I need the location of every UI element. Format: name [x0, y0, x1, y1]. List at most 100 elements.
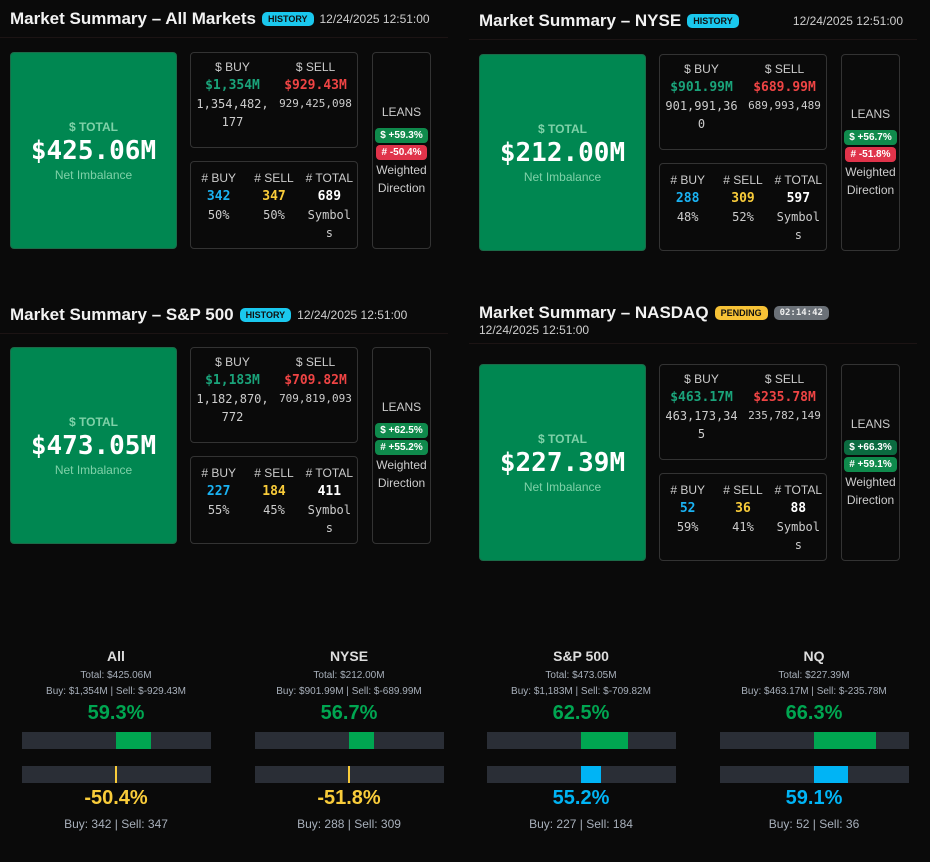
status-badge[interactable]: PENDING — [714, 305, 768, 320]
count-lean-bar — [719, 766, 909, 783]
count-card: # BUY 288 48% # SELL 309 52% # TOTAL 597… — [659, 163, 827, 251]
summary-buy: Buy: $901.99M — [276, 686, 344, 697]
count-sell-value: 309 — [731, 191, 755, 206]
count-card: # BUY 342 50% # SELL 347 50% # TOTAL 689… — [190, 161, 358, 249]
count-sell-pct: 45% — [263, 503, 285, 517]
summary-name: All — [107, 648, 125, 664]
dollar-buy-sell-card: $ BUY $901.99M 901,991,360 $ SELL $689.9… — [659, 54, 827, 150]
dollar-lean-badge: $ +59.3% — [375, 127, 428, 143]
count-total-value: 411 — [317, 484, 342, 499]
dollar-percent: 56.7% — [320, 702, 378, 724]
timestamp: 12/24/2025 12:51:00 — [479, 322, 590, 337]
count-sell-label: # SELL — [254, 171, 294, 185]
dollar-percent: 59.3% — [87, 702, 145, 724]
leans-card: LEANS $ +56.7% # -51.8% Weighted Directi… — [841, 54, 900, 251]
summary-buy: Buy: $1,354M — [46, 686, 108, 697]
dollar-lean-bar — [486, 732, 676, 749]
status-badge[interactable]: HISTORY — [687, 13, 739, 28]
buy-label: $ BUY — [215, 355, 250, 369]
count-buy-label: # BUY — [670, 173, 705, 187]
count-buy-value: 342 — [206, 189, 231, 204]
count-lean-badge: # -51.8% — [845, 146, 896, 162]
dollar-buy-sell-card: $ BUY $1,183M 1,182,870,772 $ SELL $709.… — [190, 347, 358, 443]
net-imbalance-label: Net Imbalance — [523, 169, 602, 184]
dollar-lean-bar — [719, 732, 909, 749]
buy-full-value: 1,182,870,772 — [196, 392, 269, 424]
sell-label: $ SELL — [295, 355, 336, 369]
summary-sell: Sell: $-929.43M — [115, 686, 186, 697]
buy-value: $463.17M — [670, 390, 733, 405]
summary-total: Total: $212.00M — [313, 670, 385, 681]
sell-value: $689.99M — [753, 80, 816, 95]
panel-header: Market Summary – NYSE HISTORY 12/24/2025… — [469, 2, 917, 40]
leans-card: LEANS $ +66.3% # +59.1% Weighted Directi… — [841, 364, 900, 561]
count-buy-label: # BUY — [201, 466, 236, 480]
summary-total: Total: $227.39M — [778, 670, 850, 681]
count-sell-value: 36 — [735, 501, 751, 516]
dollar-lean-badge: $ +56.7% — [844, 129, 897, 145]
total-label: $ TOTAL — [69, 119, 118, 134]
buy-label: $ BUY — [684, 372, 719, 386]
weighted-direction-label: Weighted Direction — [376, 457, 427, 490]
market-summary-panel: Market Summary – NYSE HISTORY 12/24/2025… — [469, 2, 917, 251]
summary-count-sell: Sell: 36 — [819, 817, 860, 831]
sell-full-value: 929,425,098 — [279, 97, 352, 110]
summary-column-all: All Total: $425.06M Buy: $1,354M | Sell:… — [0, 648, 232, 832]
summary-column-nq: NQ Total: $227.39M Buy: $463.17M | Sell:… — [698, 648, 930, 832]
buy-full-value: 901,991,360 — [665, 99, 738, 131]
leans-label: LEANS — [381, 399, 422, 414]
count-lean-bar — [486, 766, 676, 783]
leans-label: LEANS — [850, 106, 891, 121]
status-badge[interactable]: HISTORY — [261, 11, 314, 26]
count-lean-badge: # +55.2% — [375, 439, 428, 455]
dollar-lean-bar-fill — [349, 732, 375, 749]
summary-name: S&P 500 — [553, 648, 609, 664]
count-percent: -50.4% — [84, 787, 148, 809]
count-lean-bar — [254, 766, 444, 783]
panel-header: Market Summary – S&P 500 HISTORY 12/24/2… — [0, 296, 448, 334]
summary-count-buy: Buy: 342 — [64, 817, 112, 831]
count-buy-label: # BUY — [670, 483, 705, 497]
buy-value: $1,354M — [205, 78, 260, 93]
buy-value: $1,183M — [205, 373, 260, 388]
count-buy-pct: 59% — [676, 520, 699, 534]
total-label: $ TOTAL — [69, 414, 118, 429]
summary-sell: Sell: $-689.99M — [351, 686, 422, 697]
count-lean-badge: # +59.1% — [844, 456, 897, 472]
dollar-lean-bar — [21, 732, 211, 749]
symbols-label: Symbols — [776, 210, 820, 242]
status-badge[interactable]: HISTORY — [239, 307, 292, 322]
count-sell-pct: 52% — [732, 210, 754, 224]
count-buy-label: # BUY — [201, 171, 236, 185]
count-buy-pct: 55% — [207, 503, 230, 517]
sell-full-value: 709,819,093 — [279, 392, 352, 405]
buy-label: $ BUY — [684, 62, 719, 76]
count-total-value: 689 — [317, 189, 342, 204]
weighted-direction-label: Weighted Direction — [845, 474, 896, 507]
symbols-label: Symbols — [776, 520, 820, 552]
summary-buy: Buy: $463.17M — [741, 686, 809, 697]
summary-count-buy: Buy: 227 — [529, 817, 577, 831]
dollar-lean-bar — [254, 732, 444, 749]
market-summary-panel: Market Summary – All Markets HISTORY 12/… — [0, 0, 448, 249]
count-sell-pct: 50% — [263, 208, 285, 222]
buy-full-value: 1,354,482,177 — [196, 97, 269, 129]
summary-count-sell: Sell: 309 — [354, 817, 401, 831]
count-sell-value: 347 — [262, 189, 286, 204]
summary-column-nyse: NYSE Total: $212.00M Buy: $901.99M | Sel… — [233, 648, 465, 832]
count-total-label: # TOTAL — [774, 173, 822, 187]
summary-buy: Buy: $1,183M — [511, 686, 573, 697]
count-lean-bar-fill — [115, 766, 117, 783]
count-card: # BUY 227 55% # SELL 184 45% # TOTAL 411… — [190, 456, 358, 544]
count-sell-label: # SELL — [723, 173, 763, 187]
leans-label: LEANS — [381, 104, 422, 119]
symbols-label: Symbols — [307, 503, 351, 535]
summary-name: NQ — [803, 648, 825, 664]
sell-label: $ SELL — [295, 60, 336, 74]
dollar-lean-bar-fill — [116, 732, 152, 749]
dollar-buy-sell-card: $ BUY $1,354M 1,354,482,177 $ SELL $929.… — [190, 52, 358, 148]
dollar-percent: 66.3% — [785, 702, 843, 724]
symbols-label: Symbols — [307, 208, 351, 240]
sell-label: $ SELL — [764, 372, 805, 386]
buy-label: $ BUY — [215, 60, 250, 74]
